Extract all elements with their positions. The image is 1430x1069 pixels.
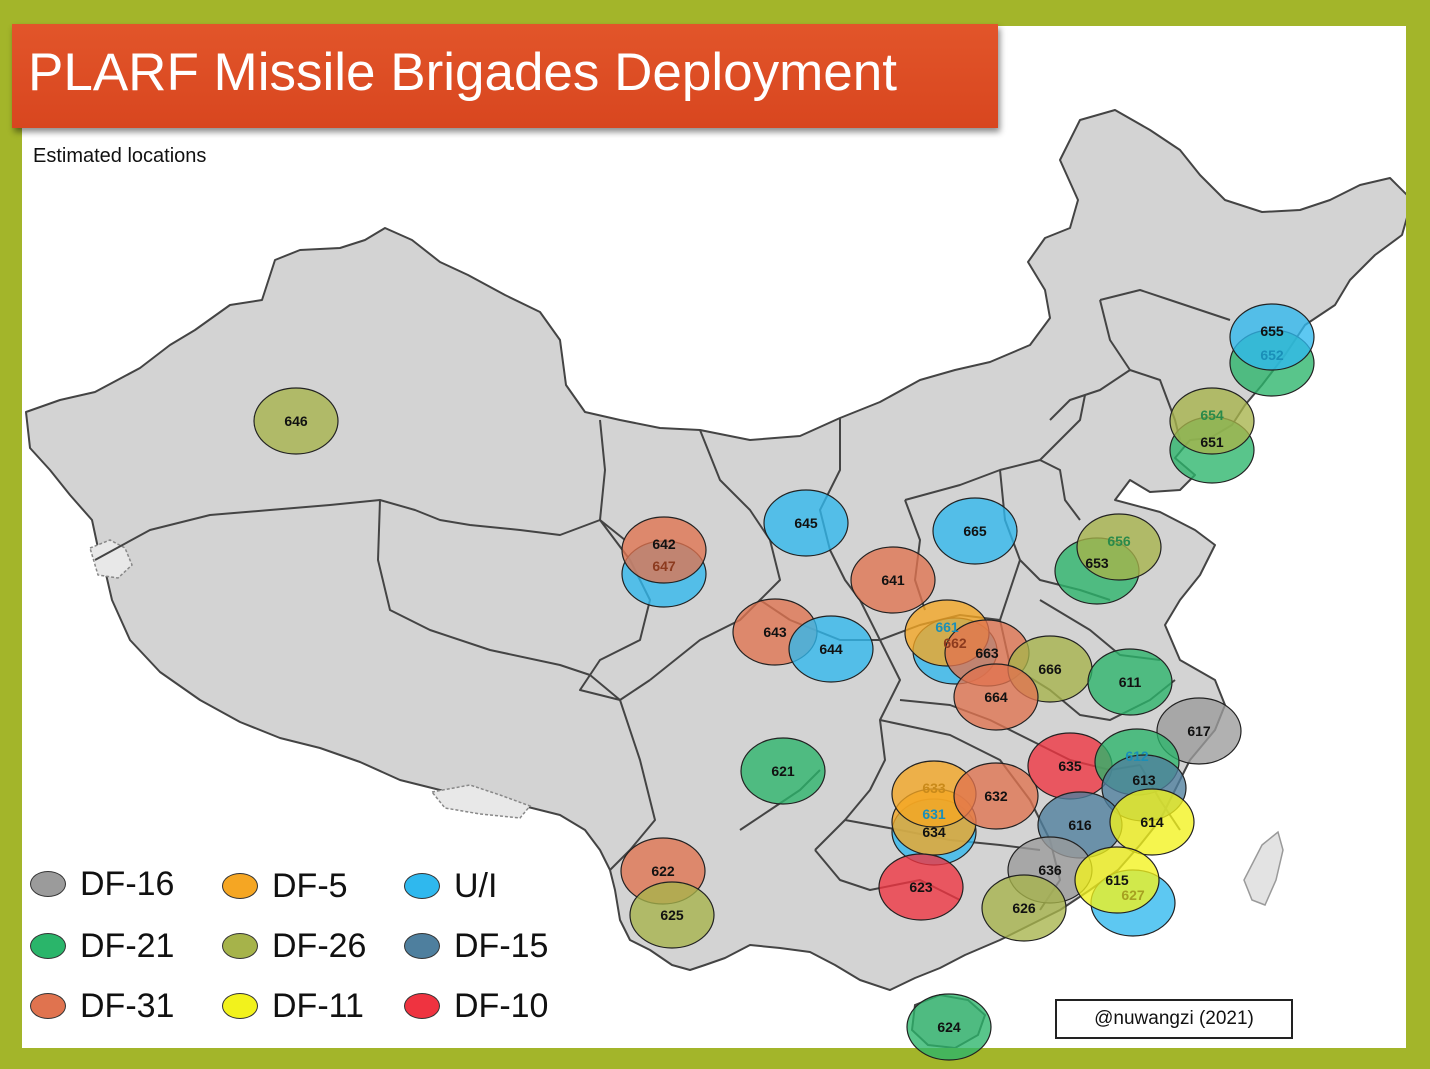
brigade-label-665: 665 xyxy=(963,523,987,539)
brigade-label-626: 626 xyxy=(1012,900,1036,916)
brigade-marker-654 xyxy=(1169,387,1255,455)
brigade-label-666: 666 xyxy=(1038,661,1062,677)
brigade-label-615: 615 xyxy=(1105,872,1129,888)
legend-label-ui: U/I xyxy=(454,867,498,905)
brigade-label-616: 616 xyxy=(1068,817,1092,833)
brigade-marker-642 xyxy=(621,516,707,584)
brigade-marker-645 xyxy=(763,489,849,557)
brigade-marker-623 xyxy=(878,853,964,921)
brigade-label-662: 662 xyxy=(943,635,967,651)
brigade-marker-646 xyxy=(253,387,339,455)
legend-label-df10: DF-10 xyxy=(454,987,549,1025)
brigade-label-655: 655 xyxy=(1260,323,1284,339)
brigade-label-633: 633 xyxy=(922,780,946,796)
brigade-label-614: 614 xyxy=(1140,814,1164,830)
brigade-label-632: 632 xyxy=(984,788,1008,804)
brigade-label-643: 643 xyxy=(763,624,787,640)
brigade-label-656: 656 xyxy=(1107,533,1131,549)
legend-swatch-df21 xyxy=(30,933,66,959)
brigade-marker-644 xyxy=(788,615,874,683)
brigade-label-635: 635 xyxy=(1058,758,1082,774)
brigade-label-613: 613 xyxy=(1132,772,1156,788)
legend-swatch-df10 xyxy=(404,993,440,1019)
brigade-marker-614 xyxy=(1109,788,1195,856)
legend-label-df21: DF-21 xyxy=(80,927,175,965)
brigade-label-652: 652 xyxy=(1260,347,1284,363)
brigade-label-634: 634 xyxy=(922,824,946,840)
brigade-marker-641 xyxy=(850,546,936,614)
brigade-label-664: 664 xyxy=(984,689,1008,705)
brigade-marker-655 xyxy=(1229,303,1315,371)
brigade-label-645: 645 xyxy=(794,515,818,531)
brigade-label-611: 611 xyxy=(1119,674,1142,690)
map-subtitle: Estimated locations xyxy=(33,145,207,167)
legend-swatch-df11 xyxy=(222,993,258,1019)
brigade-label-631: 631 xyxy=(922,806,946,822)
legend-swatch-df31 xyxy=(30,993,66,1019)
brigade-marker-632 xyxy=(953,762,1039,830)
legend-swatch-df15 xyxy=(404,933,440,959)
legend-label-df26: DF-26 xyxy=(272,927,367,965)
legend-label-df11: DF-11 xyxy=(272,987,364,1025)
brigade-label-651: 651 xyxy=(1200,434,1224,450)
legend-swatch-df5 xyxy=(222,873,258,899)
brigade-marker-664 xyxy=(953,663,1039,731)
brigade-marker-611 xyxy=(1087,648,1173,716)
brigade-label-636: 636 xyxy=(1038,862,1062,878)
legend-swatch-ui xyxy=(404,873,440,899)
brigade-label-625: 625 xyxy=(660,907,684,923)
south-tibet-shape xyxy=(430,784,532,819)
brigade-marker-625 xyxy=(629,881,715,949)
legend-label-df16: DF-16 xyxy=(80,865,175,903)
title-banner: PLARF Missile Brigades Deployment xyxy=(12,24,998,128)
brigade-marker-617 xyxy=(1156,697,1242,765)
brigade-label-646: 646 xyxy=(284,413,308,429)
legend-swatch-df16 xyxy=(30,871,66,897)
brigade-marker-626 xyxy=(981,874,1067,942)
brigade-label-642: 642 xyxy=(652,536,676,552)
legend-swatch-df26 xyxy=(222,933,258,959)
taiwan-shape xyxy=(1243,830,1284,906)
brigade-label-617: 617 xyxy=(1187,723,1211,739)
brigade-label-663: 663 xyxy=(975,645,999,661)
legend: DF-16 DF-5 U/I DF-21 DF-26 DF-15 DF-31 D… xyxy=(28,862,588,1042)
brigade-label-622: 622 xyxy=(651,863,675,879)
brigade-marker-615 xyxy=(1074,846,1160,914)
brigade-marker-621 xyxy=(740,737,826,805)
brigade-label-644: 644 xyxy=(819,641,843,657)
china-mainland-shape xyxy=(25,109,1406,991)
legend-label-df31: DF-31 xyxy=(80,987,175,1025)
brigade-label-654: 654 xyxy=(1200,407,1224,423)
brigade-label-621: 621 xyxy=(771,763,795,779)
brigade-label-647: 647 xyxy=(652,558,676,574)
brigade-marker-624 xyxy=(906,993,992,1061)
brigade-label-653: 653 xyxy=(1085,555,1109,571)
brigade-marker-665 xyxy=(932,497,1018,565)
brigade-label-623: 623 xyxy=(909,879,933,895)
brigade-marker-656 xyxy=(1076,513,1162,581)
legend-label-df5: DF-5 xyxy=(272,867,348,905)
brigade-label-612: 612 xyxy=(1125,748,1149,764)
legend-label-df15: DF-15 xyxy=(454,927,549,965)
credit-box: @nuwangzi (2021) xyxy=(1055,999,1293,1039)
brigade-label-627: 627 xyxy=(1121,887,1145,903)
brigade-label-641: 641 xyxy=(881,572,905,588)
page-title: PLARF Missile Brigades Deployment xyxy=(28,43,897,102)
brigade-label-661: 661 xyxy=(935,619,959,635)
brigade-label-624: 624 xyxy=(937,1019,961,1035)
aksai-chin-shape xyxy=(89,539,133,579)
